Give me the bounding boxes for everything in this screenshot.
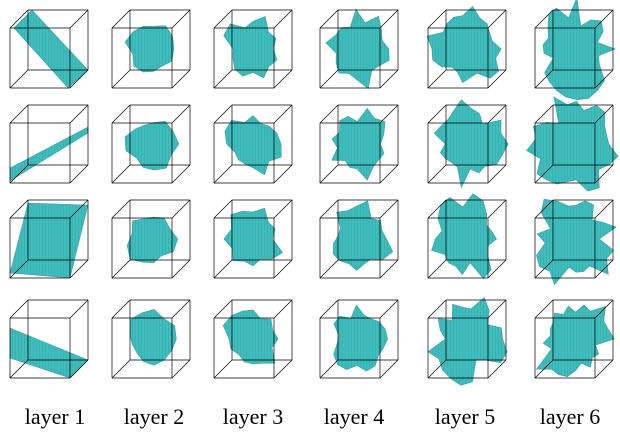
- surface-r1-c3: [223, 15, 278, 79]
- surface-r2-c3: [224, 115, 282, 176]
- surface-r3-c5: [431, 193, 497, 280]
- cube-r3-c1: [9, 199, 89, 279]
- cube-r3-c6: [534, 198, 617, 286]
- surface-r1-c4: [325, 8, 390, 90]
- cube-r2-c2: [111, 104, 191, 184]
- column-label-layer-3: layer 3: [222, 404, 284, 429]
- surface-r2-c2: [124, 120, 180, 171]
- surface-r1-c1: [13, 9, 89, 89]
- column-label-layer-2: layer 2: [123, 404, 185, 429]
- surface-r1-c5: [426, 5, 502, 84]
- surface-r2-c6: [526, 96, 619, 192]
- surface-r4-c4: [333, 304, 389, 372]
- cube-r1-c2: [111, 9, 191, 89]
- cube-r4-c4: [319, 299, 399, 379]
- surface-r2-c1: [9, 126, 89, 182]
- cube-r4-c3: [213, 299, 293, 379]
- cube-r2-c6: [526, 96, 619, 192]
- cube-r3-c3: [213, 199, 293, 279]
- surface-r4-c2: [129, 308, 177, 366]
- cube-r4-c1: [9, 299, 89, 379]
- cube-r4-c5: [427, 296, 508, 386]
- surface-r4-c6: [535, 304, 615, 378]
- surface-r2-c5: [433, 99, 509, 189]
- cube-r1-c4: [319, 8, 399, 90]
- cube-grid: [9, 0, 619, 386]
- surface-r3-c6: [536, 198, 617, 286]
- surface-r4-c3: [222, 309, 279, 365]
- cube-r2-c5: [427, 99, 509, 189]
- cube-r2-c4: [319, 104, 399, 184]
- surface-r3-c2: [126, 216, 179, 264]
- cube-r3-c5: [427, 193, 507, 280]
- cube-r3-c2: [111, 199, 191, 279]
- column-label-layer-5: layer 5: [434, 404, 496, 429]
- surface-r1-c6: [542, 0, 617, 101]
- cube-r1-c1: [9, 9, 89, 89]
- surface-r2-c4: [331, 107, 386, 181]
- cube-r3-c4: [319, 199, 399, 279]
- cube-r4-c2: [111, 299, 191, 379]
- cube-r1-c6: [534, 0, 617, 101]
- column-label-layer-4: layer 4: [323, 404, 385, 429]
- cube-r4-c6: [534, 299, 615, 379]
- column-label-layer-1: layer 1: [24, 404, 86, 429]
- column-label-layer-6: layer 6: [539, 404, 601, 429]
- cube-r2-c1: [9, 104, 89, 184]
- cube-r1-c5: [426, 5, 507, 89]
- cube-r1-c3: [213, 9, 293, 89]
- surface-r1-c2: [124, 25, 175, 73]
- surface-r3-c3: [223, 207, 284, 267]
- surface-r4-c1: [9, 327, 89, 379]
- cube-r2-c3: [213, 104, 293, 184]
